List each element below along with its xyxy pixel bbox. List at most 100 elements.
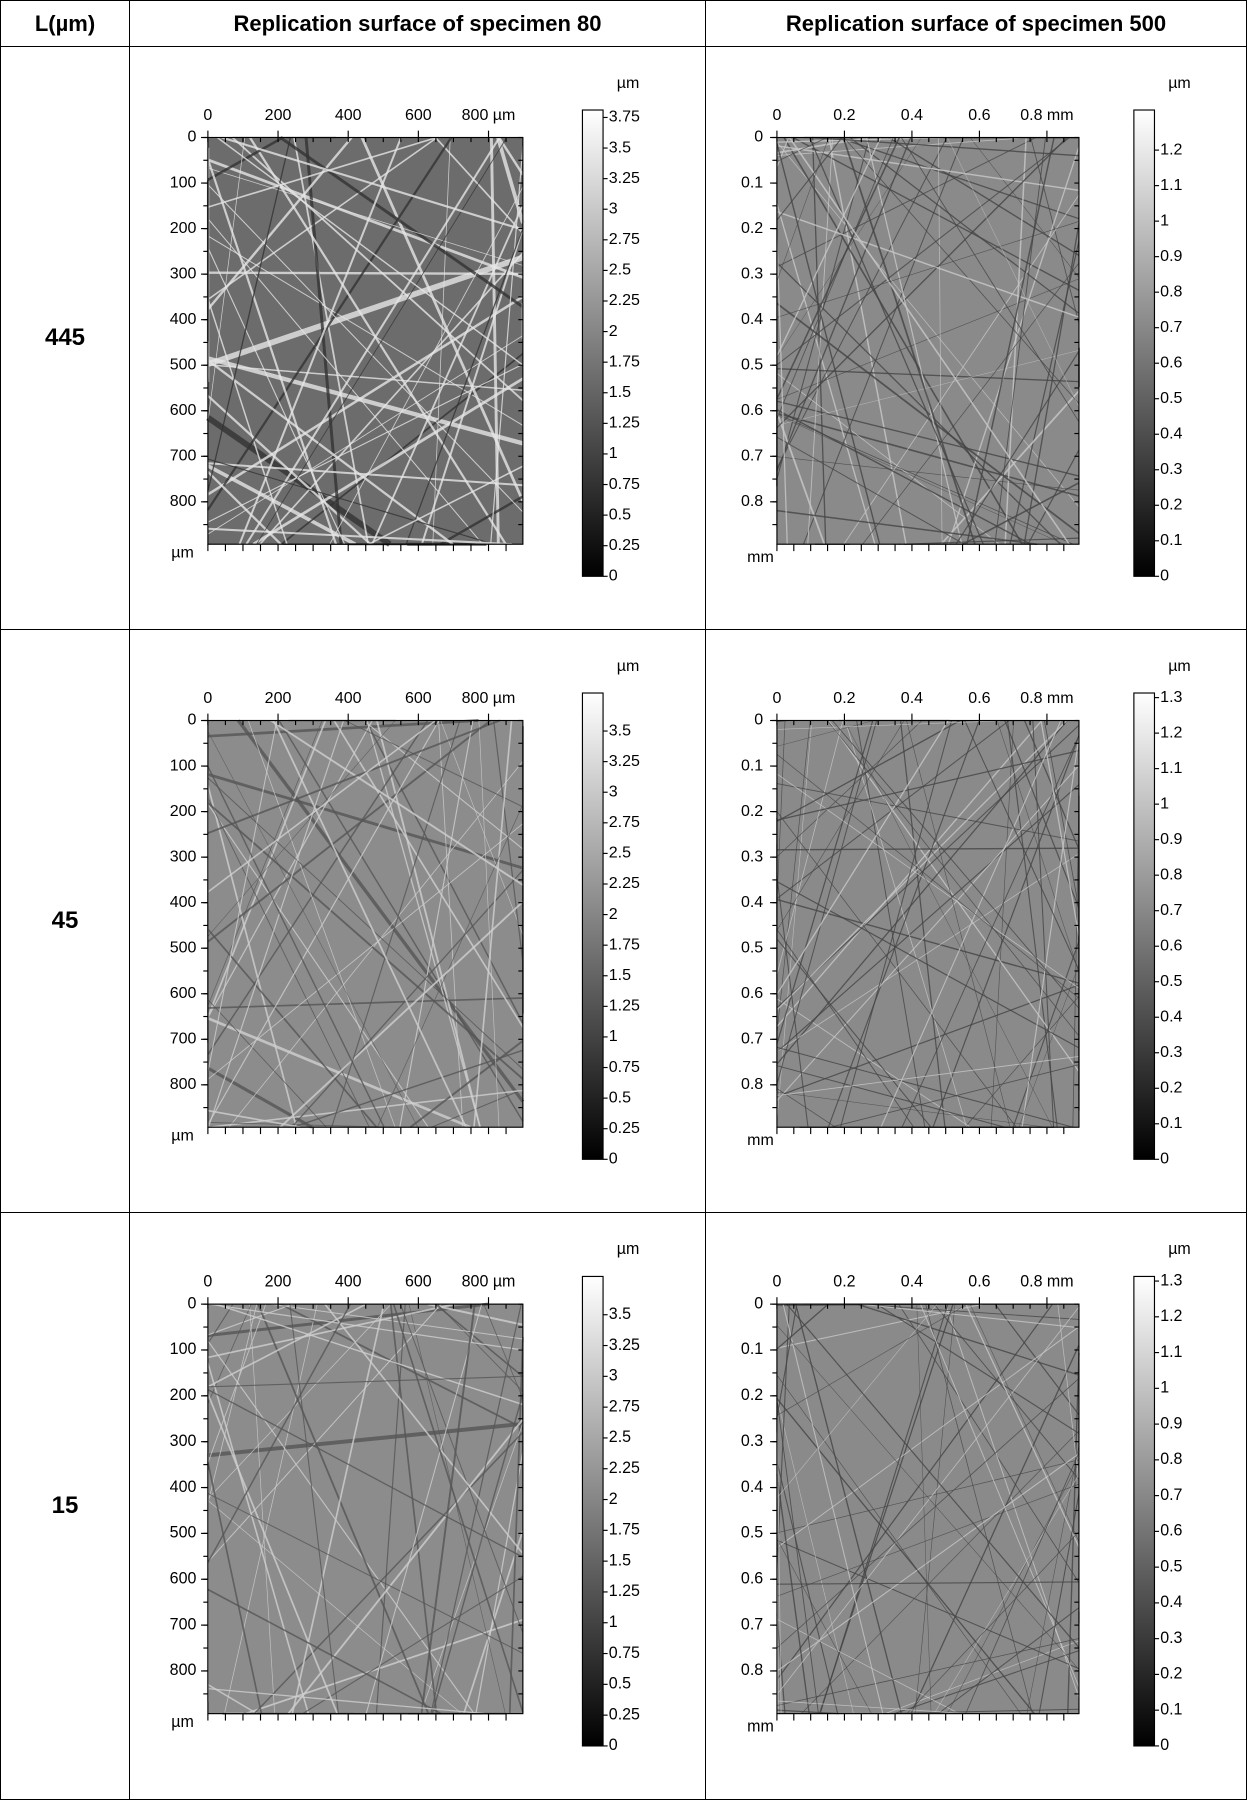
colorbar-tick-label: 2.75 xyxy=(609,813,640,831)
y-tick-label: 0.6 xyxy=(741,1569,763,1587)
colorbar-tick-label: 0 xyxy=(609,1150,618,1168)
colorbar-tick-label: 0.75 xyxy=(609,1644,640,1662)
colorbar-tick-label: 2.5 xyxy=(609,844,631,862)
y-tick-label: 600 xyxy=(170,1569,197,1587)
colorbar-tick-label: 0 xyxy=(609,1736,618,1754)
colorbar-tick-label: 1.75 xyxy=(609,935,640,953)
y-tick-label: 500 xyxy=(170,355,197,373)
colorbar-tick-label: 0.6 xyxy=(1160,1522,1182,1540)
colorbar-tick-label: 1.5 xyxy=(609,1551,631,1569)
y-tick-label: 300 xyxy=(170,1432,197,1450)
colorbar-tick-label: 0.6 xyxy=(1160,936,1182,954)
colorbar-tick-label: 1.25 xyxy=(609,1582,640,1600)
colorbar-tick-label: 2 xyxy=(609,1490,618,1508)
y-tick-label: 0.5 xyxy=(741,355,763,373)
axis-unit: µm xyxy=(171,1713,194,1731)
colorbar-tick-label: 3 xyxy=(609,1367,618,1385)
colorbar-tick-label: 0.4 xyxy=(1160,1007,1182,1025)
colorbar-tick-label: 1.3 xyxy=(1160,688,1182,706)
colorbar-tick-label: 1 xyxy=(609,1613,618,1631)
colorbar-tick-label: 0.5 xyxy=(1160,972,1182,990)
y-tick-label: 300 xyxy=(170,847,197,865)
colorbar-tick-label: 2 xyxy=(609,905,618,923)
colorbar-tick-label: 3.25 xyxy=(609,752,640,770)
x-tick-label: 800 µm xyxy=(462,689,516,707)
y-tick-label: 200 xyxy=(170,1386,197,1404)
colorbar-tick-label: 1.2 xyxy=(1160,1307,1182,1325)
x-tick-label: 400 xyxy=(335,689,362,707)
y-tick-label: 0.8 xyxy=(741,1075,763,1093)
header-cell: Replication surface of specimen 500 xyxy=(705,0,1247,47)
colorbar-tick-label: 2.5 xyxy=(609,261,631,279)
colorbar-tick-label: 0.75 xyxy=(609,475,640,493)
colorbar-tick-label: 2 xyxy=(609,322,618,340)
colorbar-tick-label: 1.2 xyxy=(1160,723,1182,741)
axis-unit: mm xyxy=(747,1131,774,1149)
colorbar-tick-label: 0 xyxy=(1160,1736,1169,1754)
y-tick-label: 800 xyxy=(170,1661,197,1679)
colorbar-tick-label: 3.5 xyxy=(609,138,631,156)
x-tick-label: 0.2 xyxy=(833,689,855,707)
colorbar-tick-label: 0.8 xyxy=(1160,865,1182,883)
x-tick-label: 0 xyxy=(203,1272,212,1290)
y-tick-label: 0.2 xyxy=(741,1386,763,1404)
colorbar-tick-label: 0.1 xyxy=(1160,531,1182,549)
colorbar-unit: µm xyxy=(617,657,640,675)
y-tick-label: 0.4 xyxy=(741,1478,763,1496)
x-tick-label: 0.4 xyxy=(901,106,923,124)
colorbar-tick-label: 1.2 xyxy=(1160,140,1182,158)
colorbar-tick-label: 0.6 xyxy=(1160,353,1182,371)
colorbar-tick-label: 3.25 xyxy=(609,1336,640,1354)
x-tick-label: 600 xyxy=(405,1272,432,1290)
x-tick-label: 0 xyxy=(772,1272,781,1290)
colorbar-unit: µm xyxy=(617,74,640,92)
colorbar-tick-label: 0.5 xyxy=(1160,1557,1182,1575)
colorbar-tick-label: 3.75 xyxy=(609,108,640,126)
y-tick-label: 100 xyxy=(170,1340,197,1358)
y-tick-label: 100 xyxy=(170,756,197,774)
colorbar-tick-label: 1.5 xyxy=(609,383,631,401)
colorbar-tick-label: 0.5 xyxy=(1160,389,1182,407)
colorbar-tick-label: 0.5 xyxy=(609,1088,631,1106)
x-tick-label: 0.6 xyxy=(968,689,990,707)
x-tick-label: 200 xyxy=(265,689,292,707)
colorbar-tick-label: 2.25 xyxy=(609,874,640,892)
colorbar-tick-label: 1.25 xyxy=(609,997,640,1015)
colorbar-tick-label: 0.9 xyxy=(1160,830,1182,848)
y-tick-label: 0.5 xyxy=(741,1524,763,1542)
header-cell: Replication surface of specimen 80 xyxy=(129,0,706,47)
y-tick-label: 700 xyxy=(170,1615,197,1633)
colorbar xyxy=(582,1276,603,1745)
colorbar-tick-label: 2.25 xyxy=(609,1459,640,1477)
colorbar-tick-label: 0.2 xyxy=(1160,1665,1182,1683)
header-cell: L(µm) xyxy=(0,0,130,47)
colorbar-tick-label: 0.2 xyxy=(1160,495,1182,513)
x-tick-label: 0.4 xyxy=(901,1272,923,1290)
x-tick-label: 200 xyxy=(265,1272,292,1290)
x-tick-label: 0 xyxy=(203,689,212,707)
colorbar-tick-label: 3 xyxy=(609,782,618,800)
colorbar-tick-label: 0.3 xyxy=(1160,460,1182,478)
colorbar-tick-label: 1.1 xyxy=(1160,1343,1182,1361)
colorbar-unit: µm xyxy=(1168,657,1191,675)
y-tick-label: 100 xyxy=(170,173,197,191)
x-tick-label: 0.2 xyxy=(833,106,855,124)
row-label: 15 xyxy=(0,1212,130,1800)
colorbar-tick-label: 1 xyxy=(609,444,618,462)
y-tick-label: 0.1 xyxy=(741,173,763,191)
colorbar xyxy=(1134,110,1155,576)
axis-unit: µm xyxy=(171,544,194,562)
x-tick-label: 800 µm xyxy=(462,106,516,124)
colorbar-tick-label: 1.5 xyxy=(609,966,631,984)
y-tick-label: 0.8 xyxy=(741,492,763,510)
colorbar-tick-label: 0.7 xyxy=(1160,1486,1182,1504)
colorbar-tick-label: 0.7 xyxy=(1160,901,1182,919)
x-tick-label: 800 µm xyxy=(462,1272,516,1290)
y-tick-label: 0.1 xyxy=(741,1340,763,1358)
colorbar xyxy=(582,693,603,1159)
